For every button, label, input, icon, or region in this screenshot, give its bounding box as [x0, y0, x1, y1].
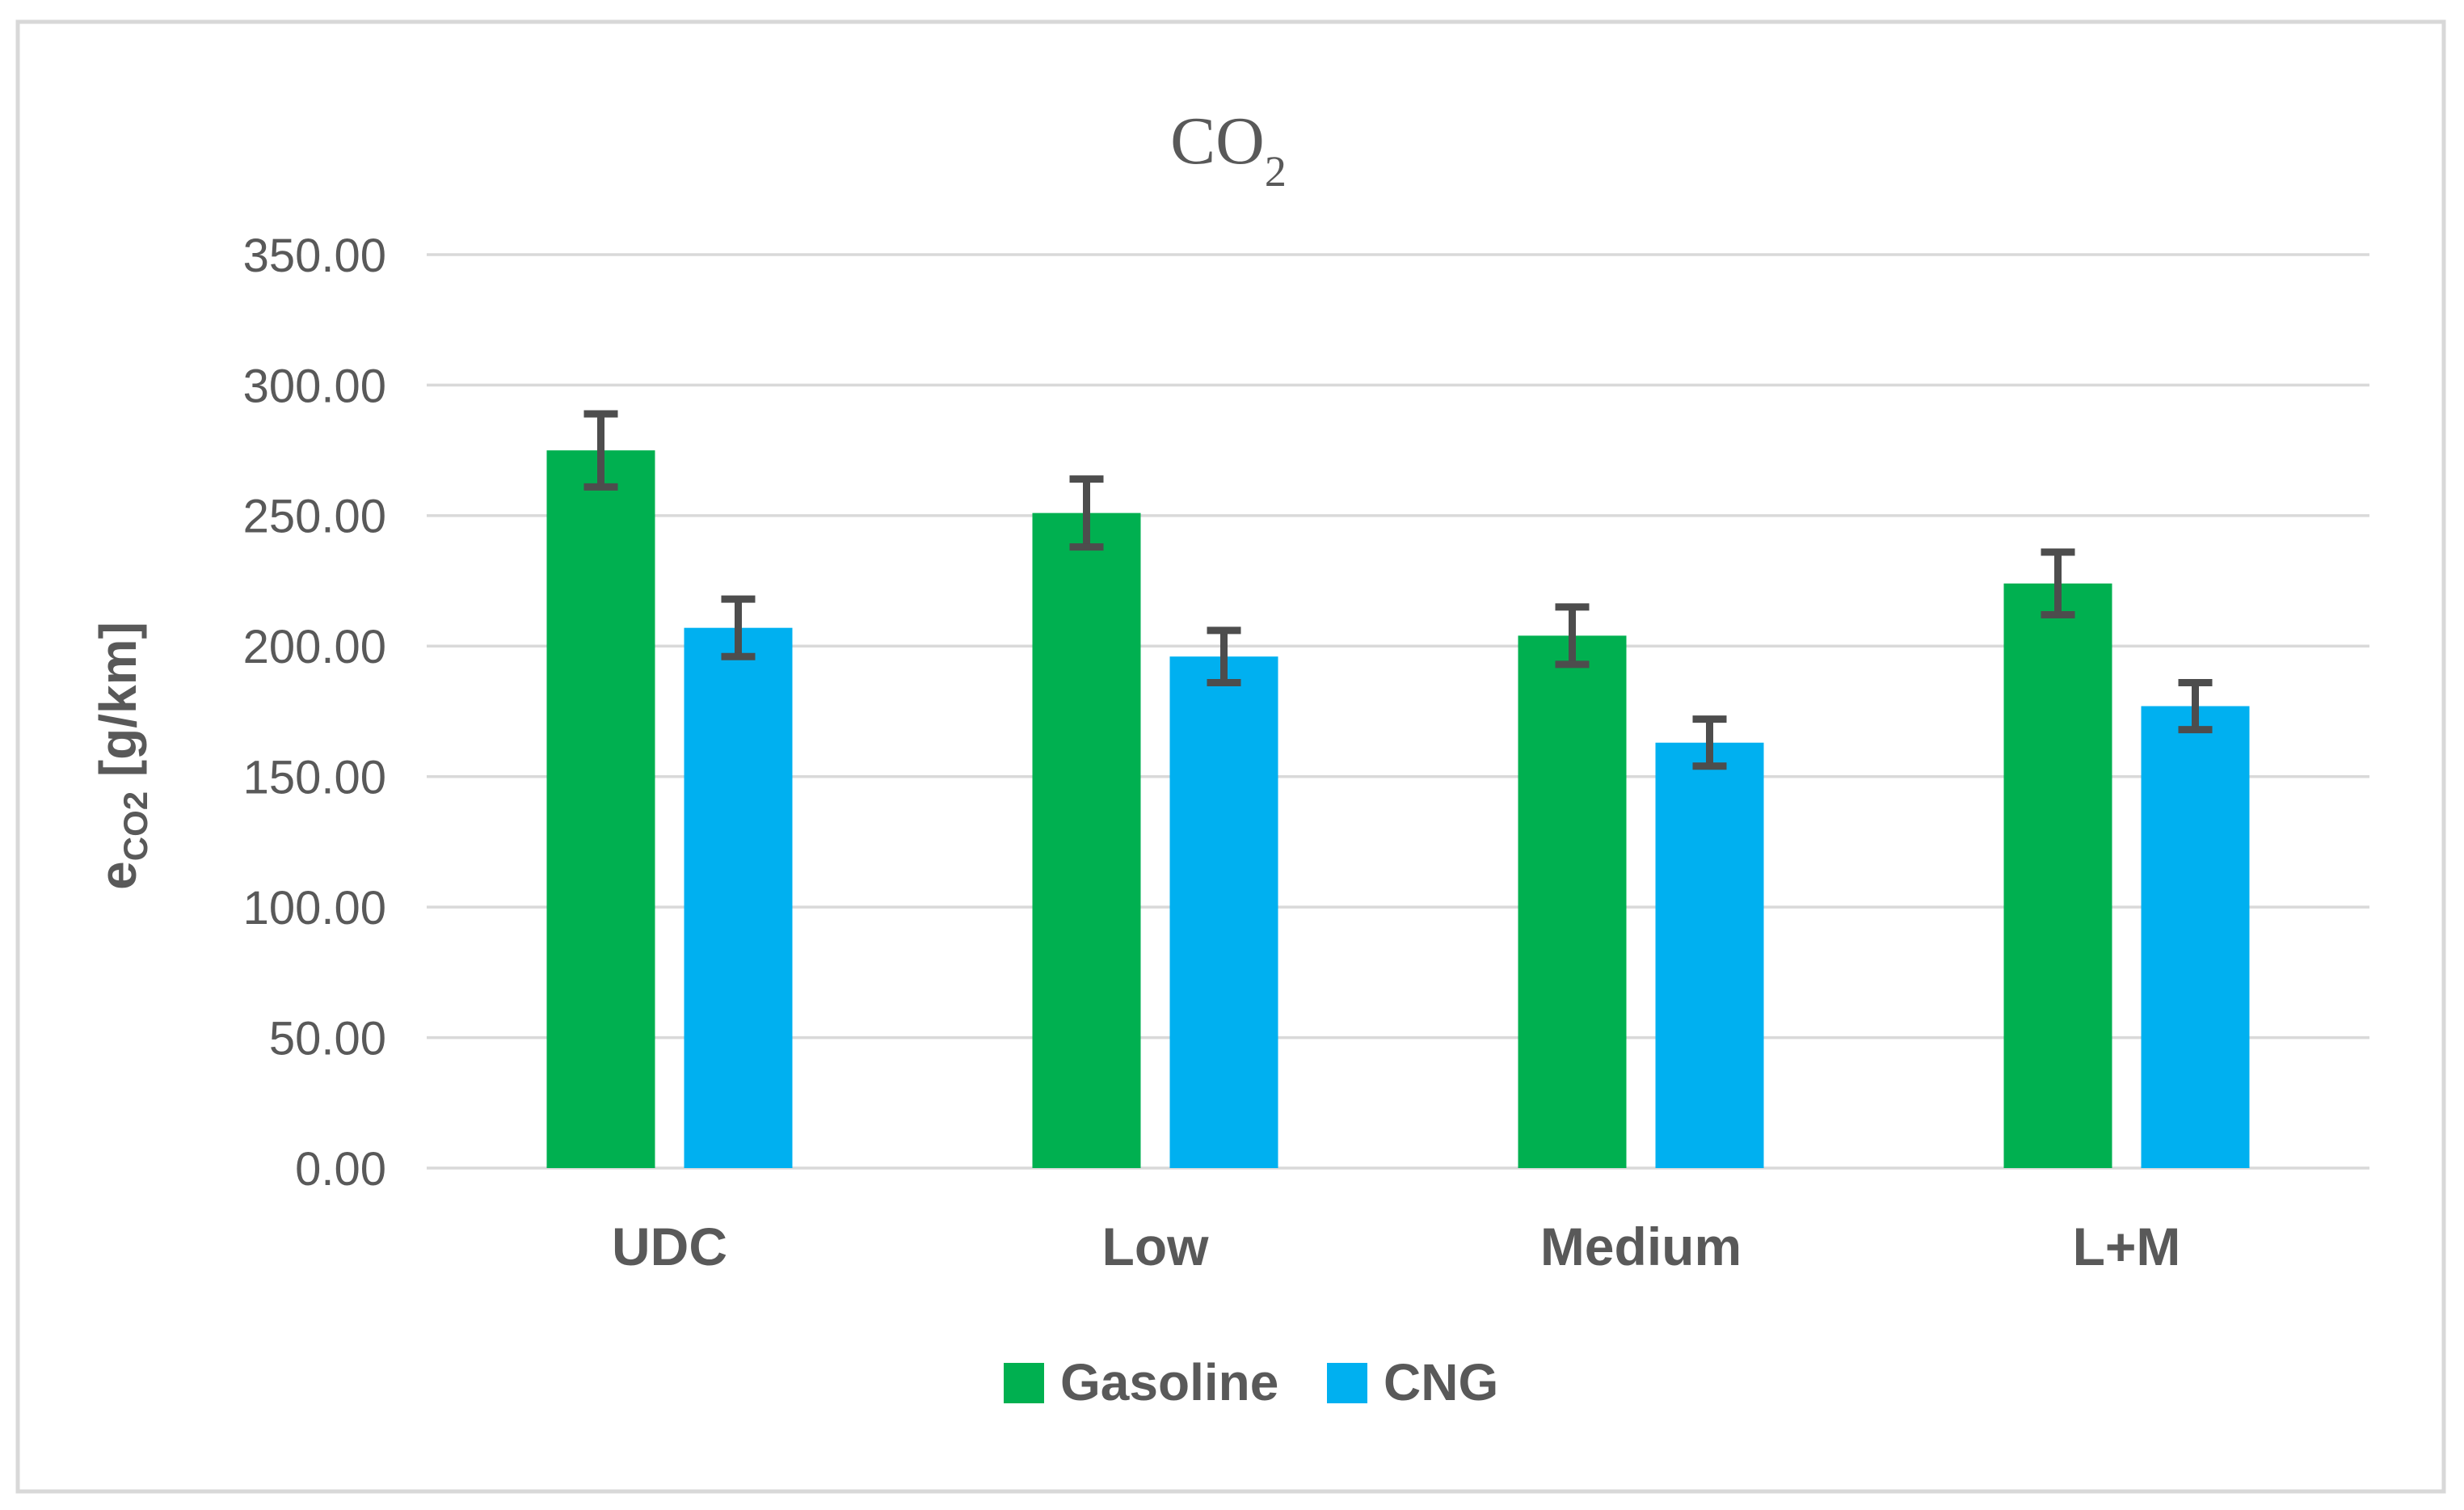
y-tick-label: 50.00: [269, 1012, 386, 1065]
y-tick-label: 200.00: [243, 621, 386, 673]
error-bar: [1692, 715, 1727, 770]
y-tick-label: 150.00: [243, 752, 386, 804]
x-axis-category-label: Medium: [1540, 1217, 1742, 1276]
y-axis-tick-labels: 0.00 50.00 100.00 150.00 200.00 250.00 300.00 3…: [243, 230, 386, 1196]
bar-cng-low: [1169, 656, 1278, 1168]
legend-label-gasoline: Gasoline: [1060, 1353, 1278, 1411]
error-bar: [583, 410, 618, 491]
error-bar: [1555, 603, 1590, 669]
x-axis-category-label: UDC: [612, 1217, 727, 1276]
bar-series: [546, 410, 2250, 1168]
y-axis-title: eCO2 [g/km]: [89, 622, 154, 890]
legend-swatch-gasoline: [1004, 1363, 1044, 1403]
x-axis-category-label: L+M: [2073, 1217, 2181, 1276]
bar-cng-l+m: [2141, 706, 2250, 1168]
error-bar: [1069, 475, 1104, 551]
y-tick-label: 250.00: [243, 491, 386, 543]
bar-gasoline-medium: [1518, 635, 1627, 1168]
error-bar: [2041, 548, 2075, 619]
chart-title: CO2: [1170, 103, 1287, 196]
y-tick-label: 300.00: [243, 360, 386, 412]
y-tick-label: 0.00: [295, 1143, 386, 1196]
legend-swatch-cng: [1327, 1363, 1367, 1403]
legend-label-cng: CNG: [1384, 1353, 1498, 1411]
error-bar: [2178, 678, 2213, 734]
y-tick-label: 350.00: [243, 230, 386, 282]
bar-gasoline-l+m: [2003, 583, 2112, 1168]
error-bar: [721, 595, 756, 660]
error-bar: [1207, 626, 1241, 686]
legend: Gasoline CNG: [1004, 1353, 1498, 1411]
bar-cng-medium: [1655, 742, 1764, 1168]
y-tick-label: 100.00: [243, 882, 386, 934]
bar-gasoline-udc: [546, 450, 655, 1168]
bar-gasoline-low: [1032, 512, 1141, 1168]
bar-cng-udc: [684, 627, 793, 1168]
x-axis-category-label: Low: [1102, 1217, 1210, 1276]
